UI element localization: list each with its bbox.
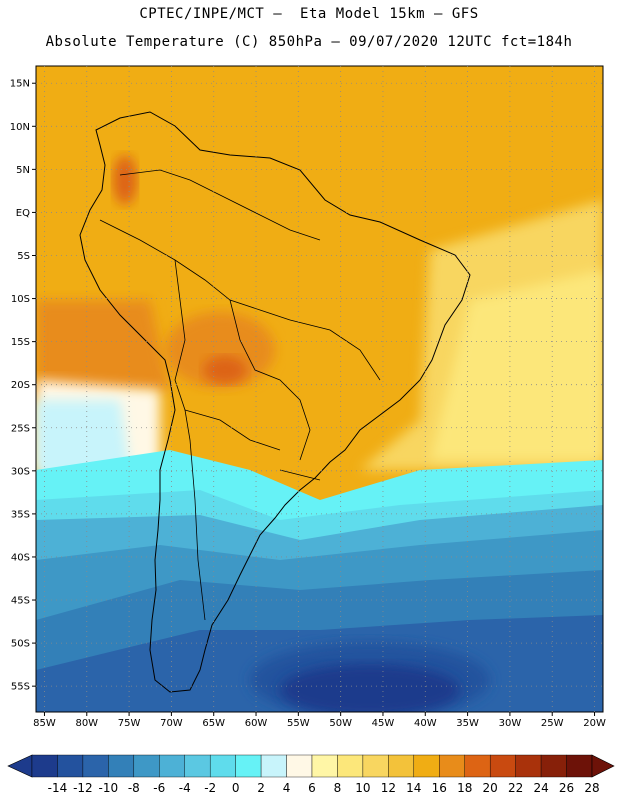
colorbar-swatch	[108, 754, 135, 778]
colorbar-label: 22	[508, 781, 523, 795]
colorbar-label: 24	[533, 781, 548, 795]
latitude-label: 10N	[10, 122, 30, 133]
latitude-label: 20S	[11, 380, 30, 391]
latitude-label: 45S	[11, 596, 30, 607]
colorbar-label: -14	[48, 781, 68, 795]
colorbar-swatch	[286, 754, 313, 778]
colorbar-label: 4	[283, 781, 291, 795]
temperature-field	[36, 66, 603, 712]
longitude-label: 50W	[329, 718, 352, 729]
colorbar-label: 6	[308, 781, 316, 795]
map-subtitle: Absolute Temperature (C) 850hPa – 09/07/…	[45, 34, 573, 50]
colorbar-max-arrow	[591, 754, 615, 778]
colorbar-label: -12	[73, 781, 93, 795]
colorbar-swatch	[413, 754, 440, 778]
colorbar-label: 8	[334, 781, 342, 795]
colorbar-label: -8	[128, 781, 140, 795]
colorbar-swatch	[260, 754, 287, 778]
colorbar-min-arrow	[7, 754, 33, 778]
coastline	[79, 111, 471, 693]
longitude-label: 80W	[75, 718, 98, 729]
latitude-label: 15N	[10, 79, 30, 90]
colorbar-swatch	[337, 754, 364, 778]
colorbar-swatch	[184, 754, 211, 778]
longitude-label: 75W	[118, 718, 141, 729]
colorbar-swatch	[464, 754, 491, 778]
colorbar-label: -2	[204, 781, 216, 795]
colorbar-swatch	[82, 754, 109, 778]
colorbar-label: 0	[232, 781, 240, 795]
colorbar-swatch	[209, 754, 236, 778]
colorbar-swatch	[235, 754, 262, 778]
colorbar-swatch	[515, 754, 542, 778]
colorbar-swatch	[362, 754, 389, 778]
colorbar-label: 28	[584, 781, 599, 795]
latitude-label: 5S	[17, 251, 30, 262]
latitude-label: 15S	[11, 337, 30, 348]
colorbar-label: 10	[355, 781, 370, 795]
longitude-label: 70W	[160, 718, 183, 729]
country-borders	[99, 169, 381, 621]
latitude-label: 55S	[11, 682, 30, 693]
colorbar-label: 16	[432, 781, 447, 795]
colorbar-swatch	[31, 754, 58, 778]
longitude-label: 25W	[541, 718, 564, 729]
longitude-label: 55W	[287, 718, 310, 729]
longitude-label: 65W	[202, 718, 225, 729]
colorbar-swatch	[489, 754, 516, 778]
latitude-label: 40S	[11, 552, 30, 563]
colorbar-label: -4	[179, 781, 191, 795]
latitude-label: 30S	[11, 466, 30, 477]
latitude-axis: 15N 10N 5N EQ 5S 10S 15S 20S 25S 30S 35S 40S 45S 50S 5…	[10, 79, 36, 693]
latitude-label: EQ	[16, 208, 30, 219]
colorbar-label: 26	[559, 781, 574, 795]
longitude-label: 60W	[245, 718, 268, 729]
colorbar-swatch	[159, 754, 185, 778]
colorbar-swatch	[57, 754, 84, 778]
colorbar: -14 -12 -10 -8 -6 -4 -2 0 2 4 6 8 10 12 14 16 18 20 22 24 26…	[7, 754, 615, 795]
colorbar-label: -6	[153, 781, 165, 795]
latitude-label: 50S	[11, 639, 30, 650]
colorbar-label: 18	[457, 781, 472, 795]
longitude-axis: 85W 80W 75W 70W 65W 60W 55W 50W 45W 40W 35W 30W 25W 2…	[33, 712, 606, 729]
longitude-label: 20W	[583, 718, 606, 729]
colorbar-label: 20	[483, 781, 498, 795]
longitude-label: 45W	[372, 718, 395, 729]
latitude-label: 25S	[11, 423, 30, 434]
colorbar-swatch	[566, 754, 593, 778]
colorbar-label: 2	[257, 781, 265, 795]
latitude-label: 5N	[16, 165, 30, 176]
longitude-label: 30W	[499, 718, 522, 729]
colorbar-label: -10	[99, 781, 119, 795]
colorbar-label: 12	[381, 781, 396, 795]
latitude-label: 10S	[11, 294, 30, 305]
colorbar-swatch	[388, 754, 415, 778]
map-title: CPTEC/INPE/MCT – Eta Model 15km – GFS	[139, 6, 479, 22]
colorbar-swatch	[311, 754, 338, 778]
latitude-label: 35S	[11, 509, 30, 520]
colorbar-swatch	[439, 754, 465, 778]
longitude-label: 40W	[414, 718, 437, 729]
colorbar-label: 14	[406, 781, 421, 795]
map-frame	[35, 65, 604, 713]
colorbar-swatch	[133, 754, 160, 778]
colorbar-swatch	[540, 754, 567, 778]
longitude-label: 85W	[33, 718, 56, 729]
longitude-label: 35W	[456, 718, 479, 729]
